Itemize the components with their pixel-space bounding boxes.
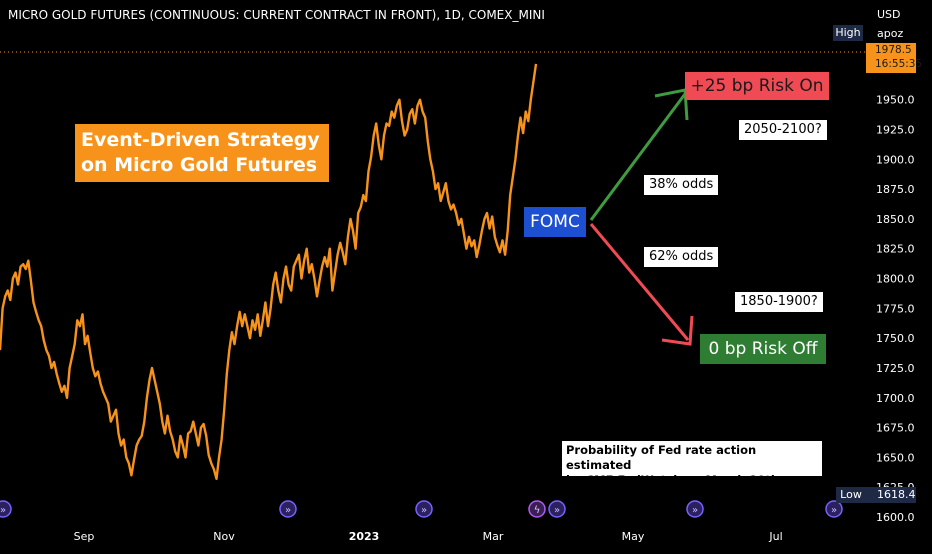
x-tick-label: 2023 [349,530,380,543]
event-icons: » » » ϟ » » » [0,500,843,518]
event-icon[interactable]: » [686,500,704,518]
y-tick-label: 1600.0 [876,511,915,524]
event-icon[interactable]: » [0,500,12,518]
svg-text:»: » [285,505,291,516]
y-tick-label: 1850.0 [876,213,915,226]
strategy-line-2: on Micro Gold Futures [81,154,318,176]
y-tick-label: 1950.0 [876,94,915,107]
y-tick-label: 1800.0 [876,273,915,286]
x-tick-label: Sep [74,530,95,543]
y-tick-label: 1700.0 [876,392,915,405]
last-price: 1978.5 [875,44,912,56]
event-icon[interactable]: » [415,500,433,518]
arrow-down [589,223,694,346]
x-tick-label: Jul [768,530,782,543]
svg-text:ϟ: ϟ [534,505,541,516]
target-up-label: 2050-2100? [739,120,827,140]
y-tick-label: 1725.0 [876,362,915,375]
event-icon[interactable]: » [548,500,566,518]
svg-text:»: » [554,505,560,516]
y-axis: 1600.01625.01650.01675.01700.01725.01750… [876,94,915,524]
event-icon[interactable]: ϟ [528,500,546,518]
svg-text:»: » [692,505,698,516]
scale-label: apoz [877,27,904,40]
svg-text:»: » [421,505,427,516]
note-line-2: by CME FedWatch on March 19th, 2023 [566,473,784,502]
svg-text:»: » [831,505,837,516]
y-tick-label: 1825.0 [876,243,915,256]
y-tick-label: 1750.0 [876,332,915,345]
countdown: 16:55:35 [875,58,923,70]
chart-title: MICRO GOLD FUTURES (CONTINUOUS: CURRENT … [8,8,545,22]
low-badge: Low [836,487,866,503]
fedwatch-note: Probability of Fed rate action estimated… [562,441,822,502]
y-tick-label: 1675.0 [876,422,915,435]
fomc-label: FOMC [524,207,586,237]
y-tick-label: 1900.0 [876,153,915,166]
last-price-badge: 1978.5 16:55:35 [866,43,923,73]
x-tick-label: May [622,530,645,543]
target-down-label: 1850-1900? [735,292,823,312]
event-icon[interactable]: » [825,500,843,518]
x-axis: Sep Nov 2023 Mar May Jul [74,530,783,543]
arrow-up [589,88,689,221]
price-line [0,63,538,480]
y-tick-label: 1925.0 [876,124,915,137]
y-tick-label: 1875.0 [876,183,915,196]
risk-off-label: 0 bp Risk Off [700,334,826,364]
high-badge: High [833,25,863,41]
event-icon[interactable]: » [279,500,297,518]
x-tick-label: Mar [483,530,504,543]
strategy-line-1: Event-Driven Strategy [81,129,320,151]
risk-on-label: +25 bp Risk On [685,72,829,100]
y-tick-label: 1650.0 [876,451,915,464]
svg-text:»: » [0,505,6,516]
x-tick-label: Nov [213,530,235,543]
odds-down-label: 62% odds [644,247,719,267]
low-value: 1618.4 [866,487,916,503]
currency-label[interactable]: USD [877,8,901,21]
odds-up-label: 38% odds [644,175,719,195]
note-line-1: Probability of Fed rate action estimated [566,443,757,472]
y-tick-label: 1775.0 [876,302,915,315]
strategy-label: Event-Driven Strategy on Micro Gold Futu… [75,124,329,182]
